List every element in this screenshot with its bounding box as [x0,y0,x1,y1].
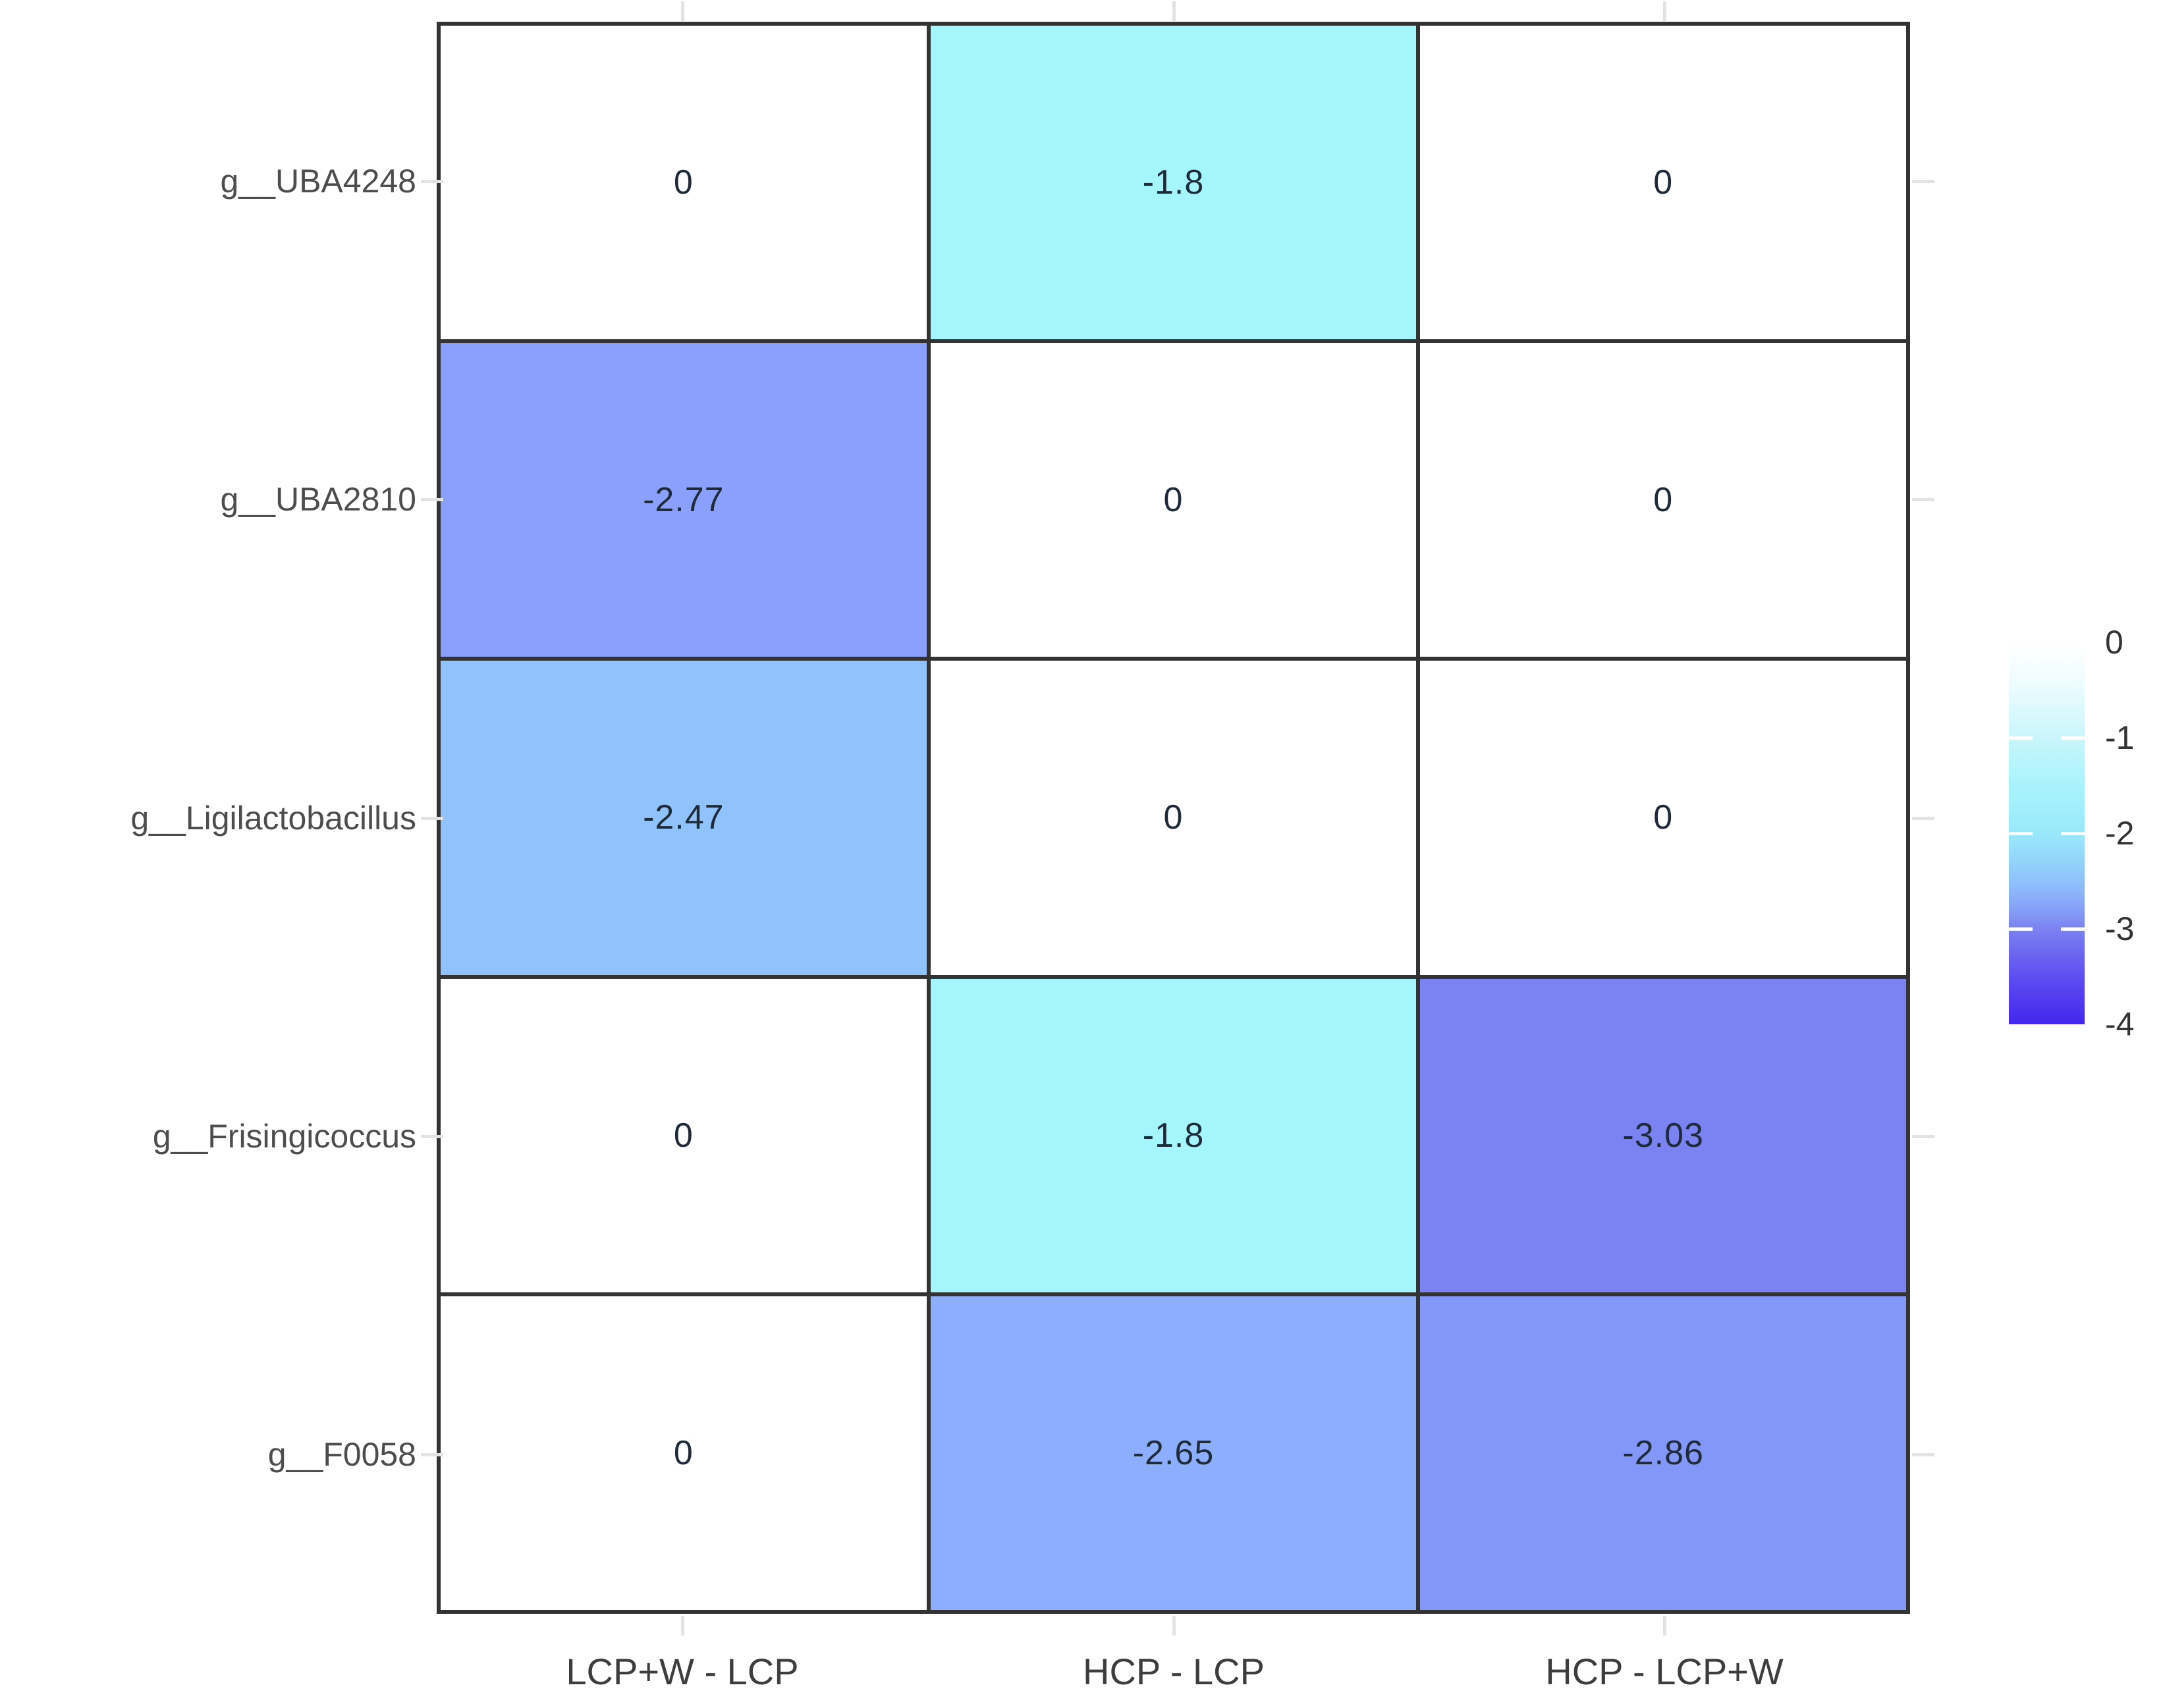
y-axis-label-3: g__Frisingicoccus [152,1118,416,1155]
heatmap-cell-r1c0: -2.77 [439,341,929,659]
y-axis-label-2: g__Ligilactobacillus [130,800,416,837]
x-tick-top-1 [1172,1,1176,21]
legend-tick-label-2: -2 [2105,815,2135,852]
y-tick-right-4 [1912,1453,1934,1456]
y-tick-left-4 [421,1453,443,1456]
y-tick-right-2 [1912,817,1934,820]
heatmap-cell-r4c2: -2.86 [1418,1294,1908,1612]
heatmap-cell-r3c1: -1.8 [928,976,1419,1294]
legend-bar-tick-right-2 [2061,832,2085,835]
legend-bar-tick-left-3 [2009,927,2033,931]
legend-tick-label-0: 0 [2105,624,2123,661]
heatmap-cell-r0c1: -1.8 [928,24,1419,342]
y-tick-right-0 [1912,180,1934,183]
y-axis-label-0: g__UBA4248 [220,163,416,200]
y-tick-right-1 [1912,498,1934,501]
heatmap-cell-r1c1: 0 [928,341,1419,659]
heatmap-cell-r2c1: 0 [928,659,1419,977]
legend-bar-tick-right-3 [2061,927,2085,931]
y-tick-right-3 [1912,1135,1934,1138]
heatmap-cell-r2c2: 0 [1418,659,1908,977]
heatmap-cell-r3c0: 0 [439,976,929,1294]
x-axis-label-0: LCP+W - LCP [566,1651,799,1692]
x-tick-bottom-0 [681,1616,684,1636]
heatmap-cell-r4c0: 0 [439,1294,929,1612]
heatmap-cell-r0c0: 0 [439,24,929,342]
x-axis-label-1: HCP - LCP [1083,1651,1265,1692]
y-tick-left-0 [421,180,443,183]
x-axis-label-2: HCP - LCP+W [1545,1651,1784,1692]
x-tick-bottom-2 [1663,1616,1666,1636]
legend-bar-tick-left-1 [2009,736,2033,740]
x-tick-top-2 [1663,1,1666,21]
legend-tick-label-1: -1 [2105,719,2135,756]
y-axis-label-1: g__UBA2810 [220,481,416,518]
heatmap-cell-r4c1: -2.65 [928,1294,1419,1612]
heatmap-cell-r2c0: -2.47 [439,659,929,977]
heatmap-grid: 0 -1.8 0 -2.77 0 0 -2.47 0 0 0 -1.8 -3.03 0 -2.65 -2.8… [437,22,1910,1614]
legend-tick-label-4: -4 [2105,1006,2135,1043]
heatmap-cell-r1c2: 0 [1418,341,1908,659]
legend-tick-label-3: -3 [2105,910,2135,947]
y-tick-left-2 [421,817,443,820]
legend-bar-tick-right-1 [2061,736,2085,740]
x-tick-top-0 [681,1,684,21]
heatmap-cell-r3c2: -3.03 [1418,976,1908,1294]
y-tick-left-3 [421,1135,443,1138]
y-axis-label-4: g__F0058 [267,1436,416,1473]
legend-bar-tick-left-2 [2009,832,2033,835]
y-tick-left-1 [421,498,443,501]
x-tick-bottom-1 [1172,1616,1176,1636]
heatmap-cell-r0c2: 0 [1418,24,1908,342]
